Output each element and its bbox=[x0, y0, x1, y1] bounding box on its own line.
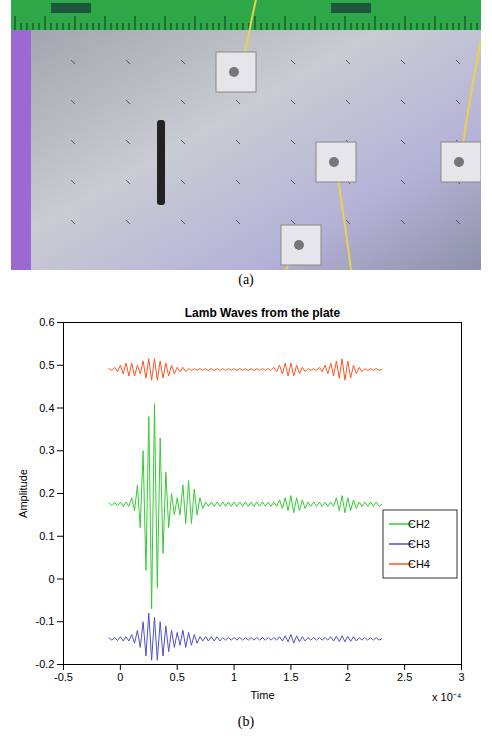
svg-text:Lamb Waves from the plate: Lamb Waves from the plate bbox=[185, 306, 341, 320]
svg-text:1.5: 1.5 bbox=[283, 671, 298, 683]
svg-text:0: 0 bbox=[48, 573, 54, 585]
svg-text:Amplitude: Amplitude bbox=[17, 469, 29, 518]
svg-text:0.3: 0.3 bbox=[39, 444, 54, 456]
svg-text:-0.1: -0.1 bbox=[36, 615, 55, 627]
svg-text:0.1: 0.1 bbox=[39, 530, 54, 542]
html-text:(a): (a) bbox=[238, 272, 254, 287]
svg-text:0.4: 0.4 bbox=[39, 402, 54, 414]
svg-text:0.6: 0.6 bbox=[39, 316, 54, 328]
svg-text:0.5: 0.5 bbox=[170, 671, 185, 683]
svg-text:CH3: CH3 bbox=[408, 538, 430, 550]
svg-text:CH4: CH4 bbox=[408, 558, 430, 570]
svg-text:2: 2 bbox=[345, 671, 351, 683]
svg-text:0.5: 0.5 bbox=[39, 359, 54, 371]
svg-text:-0.2: -0.2 bbox=[36, 658, 55, 670]
svg-text:0.2: 0.2 bbox=[39, 487, 54, 499]
svg-text:0: 0 bbox=[117, 671, 123, 683]
html-text:(b): (b) bbox=[237, 714, 255, 729]
svg-text:CH2: CH2 bbox=[408, 518, 430, 530]
svg-text:3: 3 bbox=[458, 671, 464, 683]
svg-text:1: 1 bbox=[231, 671, 237, 683]
svg-text:Time: Time bbox=[250, 689, 274, 701]
svg-text:x 10⁻⁴: x 10⁻⁴ bbox=[432, 691, 462, 703]
svg-text:2.5: 2.5 bbox=[397, 671, 412, 683]
svg-text:-0.5: -0.5 bbox=[54, 671, 73, 683]
